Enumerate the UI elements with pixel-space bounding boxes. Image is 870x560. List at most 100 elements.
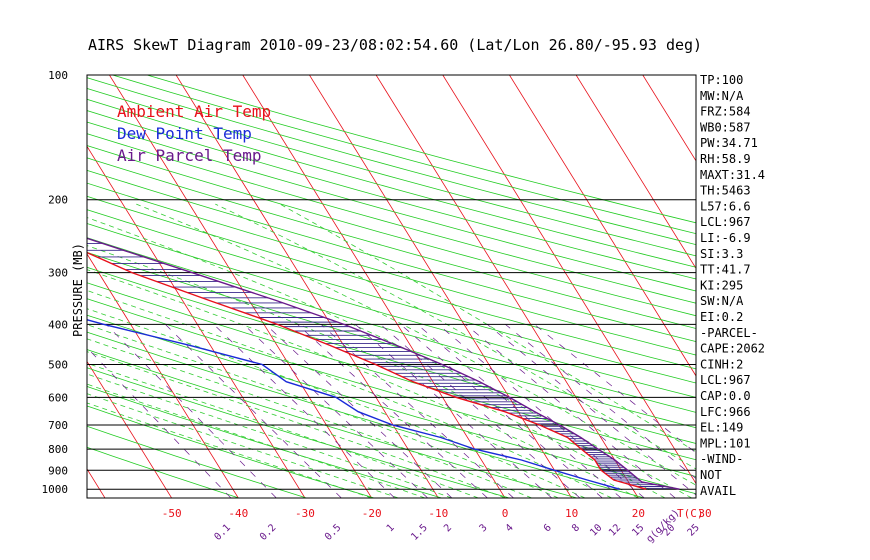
index-item: LFC:966 <box>700 405 751 419</box>
index-item: EI:0.2 <box>700 310 743 324</box>
index-item: LI:-6.9 <box>700 231 751 245</box>
index-item: TP:100 <box>700 73 743 87</box>
mixing-ratio-line <box>265 324 453 498</box>
isotherm-line <box>508 75 696 377</box>
pressure-tick-label: 300 <box>48 267 68 280</box>
moist-adiabat <box>87 217 692 498</box>
moist-adiabat <box>87 245 666 498</box>
dry-adiabat <box>87 298 696 477</box>
mixing-ratio-line <box>534 324 696 454</box>
mixing-ratio-line <box>465 324 676 498</box>
legend-item: Air Parcel Temp <box>117 146 262 165</box>
mixing-ratio-line <box>87 347 232 498</box>
dry-adiabat <box>87 145 696 317</box>
index-item: AVAIL <box>700 484 736 498</box>
index-item: RH:58.9 <box>700 152 751 166</box>
index-item: TT:41.7 <box>700 263 751 277</box>
mixing-ratio-line <box>297 324 488 498</box>
moist-adiabat <box>87 362 479 498</box>
dry-adiabat <box>87 121 696 292</box>
temp-unit-label: T(C) <box>677 507 704 520</box>
dry-adiabat <box>87 331 647 498</box>
moist-adiabat <box>87 383 426 498</box>
mixing-ratio-line <box>165 324 342 498</box>
isotherm-line <box>642 75 696 162</box>
legend: Ambient Air Temp Dew Point Temp Air Parcel… <box>117 102 271 165</box>
isobar-lines <box>87 199 696 490</box>
mixing-ratio-tick-label: 8 <box>570 522 582 534</box>
isotherm-line <box>87 253 239 498</box>
index-item: -PARCEL- <box>700 326 758 340</box>
index-item: KI:295 <box>700 278 743 292</box>
dry-adiabat <box>145 75 696 224</box>
moist-adiabat <box>87 269 639 498</box>
isotherm-line <box>242 75 506 498</box>
bottom-temp-tick-label: -40 <box>228 507 248 520</box>
moist-adiabat <box>87 402 372 498</box>
bottom-temp-tick-label: 30 <box>698 507 711 520</box>
dry-adiabat <box>87 133 696 304</box>
mixing-ratio-line <box>320 324 514 498</box>
index-item: CINH:2 <box>700 357 743 371</box>
index-item: EL:149 <box>700 421 743 435</box>
series-line-3 <box>87 237 680 490</box>
mixing-ratio-tick-label: 0.1 <box>212 522 233 543</box>
legend-item: Ambient Air Temp <box>117 102 271 121</box>
mixing-ratio-tick-label: 25 <box>686 522 702 538</box>
chart-title: AIRS SkewT Diagram 2010-09-23/08:02:54.6… <box>88 36 702 54</box>
mixing-ratio-line <box>505 324 696 479</box>
index-item: FRZ:584 <box>700 105 751 119</box>
mixing-ratio-tick-label: 15 <box>630 522 646 538</box>
dry-adiabat <box>87 87 696 257</box>
index-item: CAP:0.0 <box>700 389 751 403</box>
pressure-tick-label: 1000 <box>42 483 69 496</box>
bottom-temp-tick-label: -20 <box>362 507 382 520</box>
mixing-ratio-tick-label: 6 <box>542 522 554 534</box>
isotherm-line <box>442 75 696 485</box>
index-item: NOT <box>700 468 722 482</box>
bottom-temp-tick-label: 20 <box>632 507 645 520</box>
bottom-temp-tick-label: -10 <box>428 507 448 520</box>
index-item: MAXT:31.4 <box>700 168 765 182</box>
index-item: MW:N/A <box>700 89 744 103</box>
index-item: MPL:101 <box>700 436 751 450</box>
pressure-tick-label: 100 <box>48 69 68 82</box>
index-item: WB0:587 <box>700 120 751 134</box>
mixing-ratio-unit-label: g(g/kg) <box>644 507 682 545</box>
dry-adiabat <box>87 98 696 268</box>
mixing-ratio-tick-label: 4 <box>504 522 516 534</box>
isotherm-line <box>575 75 696 270</box>
dry-adiabat <box>87 157 696 329</box>
index-item: LCL:967 <box>700 373 751 387</box>
mixing-ratio-line <box>487 324 696 496</box>
mixing-ratio-line <box>417 324 622 498</box>
isotherm-line <box>0 56 39 500</box>
pressure-tick-label: 900 <box>48 464 68 477</box>
mixing-ratio-line <box>243 324 428 498</box>
index-item: SI:3.3 <box>700 247 743 261</box>
mixing-ratio-line <box>213 324 395 498</box>
moist-adiabat <box>87 290 612 498</box>
y-axis-label: PRESSURE (MB) <box>71 243 85 337</box>
bottom-temp-tick-label: -50 <box>162 507 182 520</box>
index-item: TH:5463 <box>700 184 751 198</box>
mixing-ratio-tick-label: 1.5 <box>409 522 430 543</box>
dry-adiabat <box>87 182 696 356</box>
bottom-temp-tick-label: 0 <box>502 507 509 520</box>
index-item: SW:N/A <box>700 294 744 308</box>
moist-adiabat <box>87 393 399 498</box>
moist-adiabat <box>136 203 696 486</box>
dry-adiabat <box>87 169 696 343</box>
mixing-ratio-tick-label: 3 <box>478 522 490 534</box>
index-item: PW:34.71 <box>700 136 758 150</box>
dry-adiabat <box>87 110 696 280</box>
dry-adiabat <box>87 223 696 398</box>
series-line-2 <box>87 319 620 490</box>
mixing-ratio-tick-label: 0.5 <box>323 522 344 543</box>
pressure-tick-label: 700 <box>48 419 68 432</box>
mixing-ratio-line <box>105 324 277 498</box>
index-item: CAPE:2062 <box>700 342 765 356</box>
pressure-tick-label: 400 <box>48 318 68 331</box>
